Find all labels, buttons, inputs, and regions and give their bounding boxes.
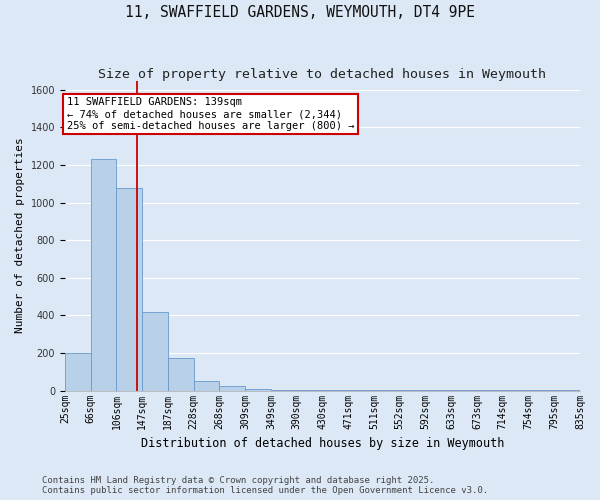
Bar <box>220 386 245 390</box>
Text: Contains HM Land Registry data © Crown copyright and database right 2025.
Contai: Contains HM Land Registry data © Crown c… <box>42 476 488 495</box>
Text: 11, SWAFFIELD GARDENS, WEYMOUTH, DT4 9PE: 11, SWAFFIELD GARDENS, WEYMOUTH, DT4 9PE <box>125 5 475 20</box>
Bar <box>142 312 168 390</box>
Bar <box>65 353 91 391</box>
Bar <box>168 358 194 390</box>
X-axis label: Distribution of detached houses by size in Weymouth: Distribution of detached houses by size … <box>141 437 504 450</box>
Bar <box>194 381 220 390</box>
Bar <box>116 188 142 390</box>
Title: Size of property relative to detached houses in Weymouth: Size of property relative to detached ho… <box>98 68 547 80</box>
Y-axis label: Number of detached properties: Number of detached properties <box>15 138 25 334</box>
Bar <box>245 389 271 390</box>
Text: 11 SWAFFIELD GARDENS: 139sqm
← 74% of detached houses are smaller (2,344)
25% of: 11 SWAFFIELD GARDENS: 139sqm ← 74% of de… <box>67 98 355 130</box>
Bar <box>91 160 116 390</box>
